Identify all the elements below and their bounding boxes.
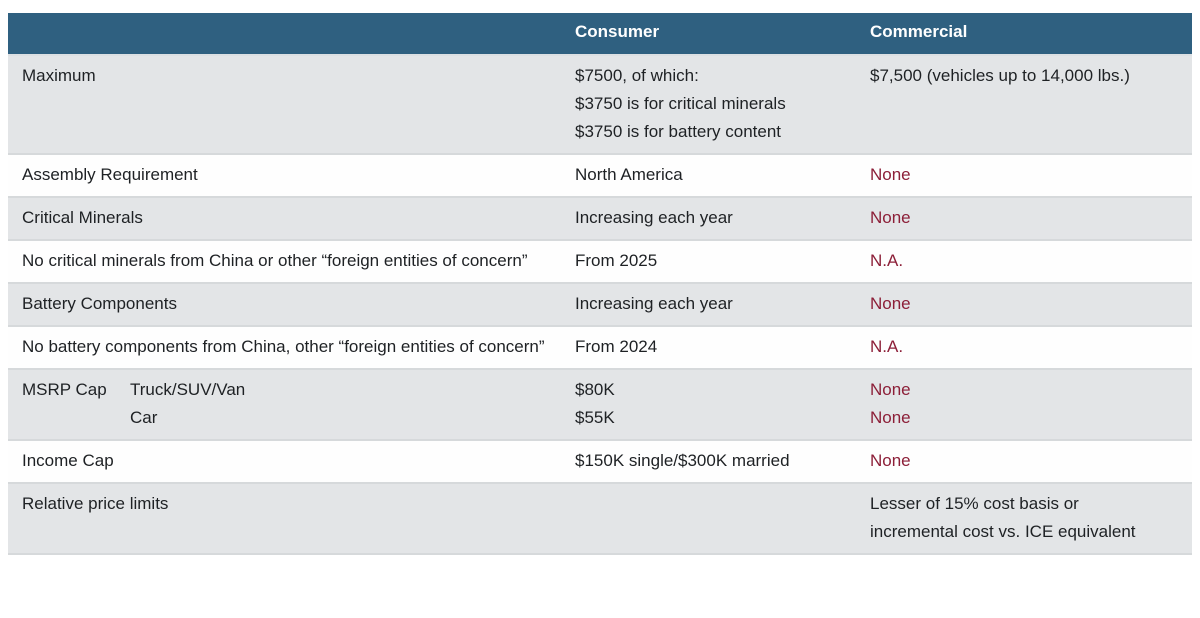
- commercial-cell: None: [870, 451, 911, 470]
- row-msrp-cap: MSRP Cap Truck/SUV/Van Car $80K $55K Non…: [8, 370, 1192, 441]
- row-sublabels: Truck/SUV/Van Car: [130, 376, 245, 432]
- consumer-cell: Increasing each year: [575, 294, 733, 313]
- row-label: Maximum: [22, 66, 96, 85]
- cell-line: $7,500 (vehicles up to 14,000 lbs.): [870, 66, 1130, 85]
- consumer-cell: $80K $55K: [561, 370, 856, 439]
- consumer-cell: Increasing each year: [575, 208, 733, 227]
- row-label: MSRP Cap Truck/SUV/Van Car: [8, 370, 561, 439]
- commercial-cell: None: [870, 208, 911, 227]
- cell-line: $3750 is for battery content: [575, 122, 782, 141]
- column-header-commercial: Commercial: [870, 22, 968, 41]
- row-label: Assembly Requirement: [22, 165, 198, 184]
- commercial-cell: N.A.: [870, 337, 904, 356]
- cell-line: $3750 is for critical minerals: [575, 94, 786, 113]
- row-label: Battery Components: [22, 294, 177, 313]
- row-no-battery-components-china: No battery components from China, other …: [8, 327, 1192, 370]
- row-label: No battery components from China, other …: [22, 337, 545, 356]
- commercial-cell: Lesser of 15% cost basis or incremental …: [856, 484, 1192, 553]
- cell-line: $80K: [575, 380, 615, 399]
- commercial-cell: $7,500 (vehicles up to 14,000 lbs.): [856, 56, 1192, 97]
- consumer-cell: [561, 484, 856, 525]
- consumer-cell: $7500, of which: $3750 is for critical m…: [561, 56, 856, 153]
- row-label-text: MSRP Cap: [22, 380, 107, 399]
- consumer-cell: North America: [575, 165, 683, 184]
- sublabel: Car: [130, 408, 158, 427]
- row-critical-minerals: Critical Minerals Increasing each year N…: [8, 198, 1192, 241]
- row-relative-price-limits: Relative price limits Lesser of 15% cost…: [8, 484, 1192, 555]
- column-header-consumer: Consumer: [575, 22, 660, 41]
- row-label: No critical minerals from China or other…: [22, 251, 528, 270]
- row-label: Critical Minerals: [22, 208, 143, 227]
- cell-line: Lesser of 15% cost basis or: [870, 494, 1079, 513]
- cell-line: incremental cost vs. ICE equivalent: [870, 522, 1136, 541]
- row-maximum: Maximum $7500, of which: $3750 is for cr…: [8, 56, 1192, 155]
- commercial-cell: None None: [856, 370, 1192, 439]
- commercial-cell: N.A.: [870, 251, 904, 270]
- cell-line: $55K: [575, 408, 615, 427]
- row-label: Income Cap: [22, 451, 114, 470]
- row-no-critical-minerals-china: No critical minerals from China or other…: [8, 241, 1192, 284]
- consumer-cell: $150K single/$300K married: [575, 451, 790, 470]
- row-label: Relative price limits: [22, 494, 169, 513]
- commercial-cell: None: [870, 294, 911, 313]
- cell-line: $7500, of which:: [575, 66, 699, 85]
- row-battery-components: Battery Components Increasing each year …: [8, 284, 1192, 327]
- column-header-blank: [8, 13, 561, 54]
- consumer-cell: From 2025: [575, 251, 658, 270]
- row-assembly-requirement: Assembly Requirement North America None: [8, 155, 1192, 198]
- comparison-table: Consumer Commercial Maximum $7500, of wh…: [8, 13, 1192, 555]
- cell-line: None: [870, 380, 911, 399]
- consumer-cell: From 2024: [575, 337, 658, 356]
- cell-line: None: [870, 408, 911, 427]
- commercial-cell: None: [870, 165, 911, 184]
- sublabel: Truck/SUV/Van: [130, 380, 246, 399]
- table-header-row: Consumer Commercial: [8, 13, 1192, 56]
- row-income-cap: Income Cap $150K single/$300K married No…: [8, 441, 1192, 484]
